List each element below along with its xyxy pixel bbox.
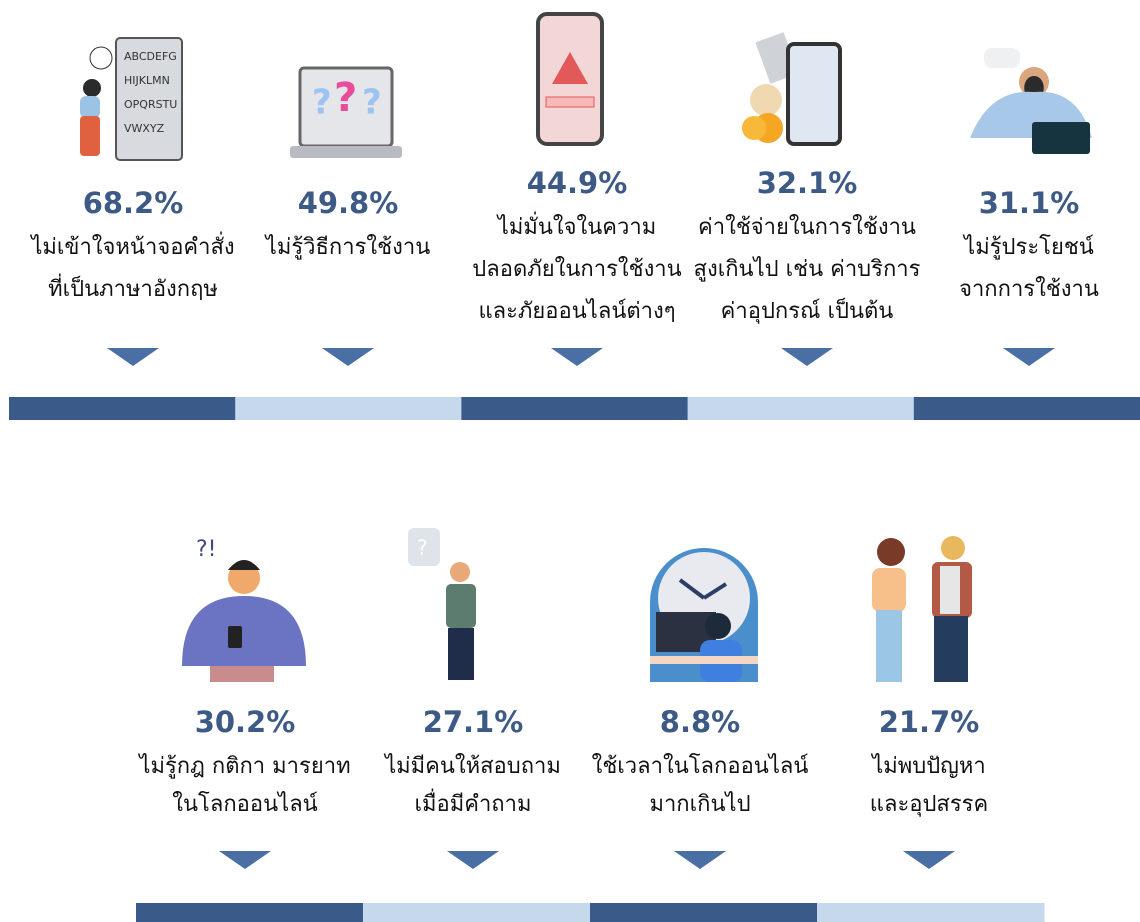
board-letters: OPQRSTU: [124, 98, 177, 111]
illustration-clock-computer: [650, 548, 758, 682]
reason-label: เมื่อมีคำถาม: [415, 788, 532, 817]
percentage: 32.1%: [757, 166, 858, 200]
reason-label: และอุปสรรค: [870, 792, 988, 817]
illustration-laptop: ? ? ?: [290, 66, 402, 158]
svg-text:?: ?: [334, 75, 357, 121]
reason-label: มากเกินไป: [649, 791, 750, 817]
svg-text:?!: ?!: [196, 537, 217, 562]
reason-label: ไม่รู้ประโยชน์: [962, 234, 1094, 260]
timeline-segment: [9, 397, 236, 420]
pointer-triangle: [781, 348, 833, 366]
pointer-triangle: [447, 851, 499, 869]
percentage: 44.9%: [527, 166, 628, 200]
reason-label: ไม่พบปัญหา: [870, 753, 986, 779]
svg-text:?: ?: [417, 536, 428, 560]
reason-label: ปลอดภัยในการใช้งาน: [472, 256, 681, 282]
pointer-triangle: [322, 348, 374, 366]
illustration-questioning-man: ?: [408, 528, 476, 680]
pointer-triangle: [674, 851, 726, 869]
svg-text:?: ?: [312, 83, 332, 123]
reason-label: และภัยออนไลน์ต่างๆ: [478, 298, 675, 324]
pointer-triangle: [903, 851, 955, 869]
reason-label: ค่าอุปกรณ์ เป็นต้น: [721, 296, 894, 324]
board-letters: ABCDEFG: [124, 50, 177, 63]
board-letters: VWXYZ: [124, 122, 165, 135]
timeline-segment: [136, 903, 364, 922]
reason-label: ไม่มีคนให้สอบถาม: [383, 753, 561, 779]
reason-label: ใช้เวลาในโลกออนไลน์: [592, 753, 809, 779]
reason-label: ที่เป็นภาษาอังกฤษ: [48, 273, 218, 302]
reason-label: ไม่มั่นใจในความ: [496, 211, 656, 240]
illustration-alphabet-board: [80, 37, 183, 161]
percentage: 68.2%: [83, 186, 184, 220]
pointer-triangle: [1003, 348, 1055, 366]
illustration-couple-phones: [872, 536, 972, 682]
percentage: 49.8%: [298, 186, 399, 220]
percentage: 21.7%: [879, 705, 980, 739]
pointer-triangle: [107, 348, 159, 366]
timeline-segment: [461, 397, 689, 420]
svg-text:?: ?: [362, 83, 382, 123]
timeline-segment: [363, 903, 591, 922]
percentage: 8.8%: [660, 705, 740, 739]
illustration-phone-warning: [536, 12, 604, 146]
reason-label: จากการใช้งาน: [959, 276, 1099, 302]
reason-label: ในโลกออนไลน์: [172, 791, 318, 817]
illustration-confused-man: [970, 48, 1092, 154]
pointer-triangle: [551, 348, 603, 366]
board-letters: HIJKLMN: [124, 74, 170, 87]
timeline-segment: [913, 397, 1140, 420]
timeline-segment: [817, 903, 1045, 922]
percentage: 31.1%: [979, 186, 1080, 220]
pointer-triangle: [219, 851, 271, 869]
reason-label: ไม่รู้วิธีการใช้งาน: [264, 234, 430, 260]
reason-label: สูงเกินไป เช่น ค่าบริการ: [694, 256, 921, 282]
illustration-money-phone: [742, 32, 842, 146]
reason-label: ไม่เข้าใจหน้าจอคำสั่ง: [29, 231, 234, 260]
percentage: 30.2%: [195, 705, 296, 739]
timeline-segment: [687, 397, 915, 420]
reason-label: ค่าใช้จ่ายในการใช้งาน: [698, 214, 916, 240]
reason-label: ไม่รู้กฎ กติกา มารยาท: [137, 753, 350, 779]
timeline-segment: [235, 397, 462, 420]
timeline-segment: [590, 903, 818, 922]
percentage: 27.1%: [423, 705, 524, 739]
illustration-phone-user: ?!: [182, 537, 306, 682]
